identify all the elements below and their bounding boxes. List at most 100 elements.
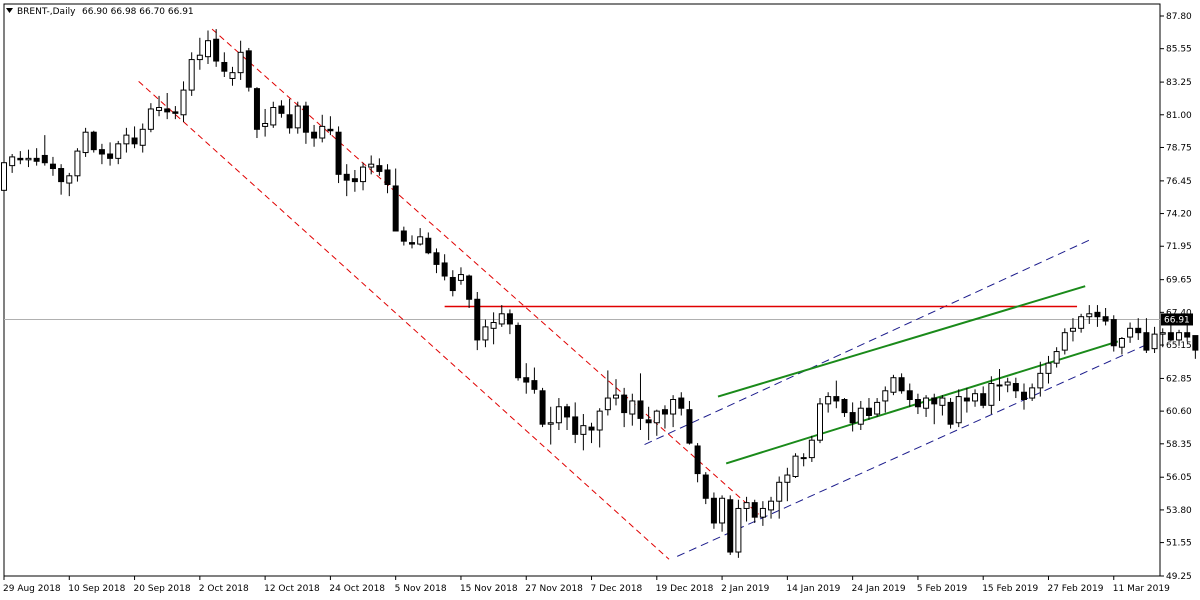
candle bbox=[727, 495, 734, 555]
candle-body bbox=[9, 156, 16, 167]
candle bbox=[865, 398, 872, 420]
candle bbox=[1102, 307, 1109, 326]
candle-body bbox=[466, 275, 473, 300]
candle bbox=[221, 52, 228, 78]
candle bbox=[931, 393, 938, 425]
candle-body bbox=[947, 401, 954, 425]
candle bbox=[996, 368, 1003, 401]
candle bbox=[596, 408, 603, 448]
candle bbox=[278, 100, 285, 118]
candle bbox=[319, 114, 326, 143]
candle bbox=[841, 398, 848, 417]
candle bbox=[343, 164, 350, 197]
candle-body bbox=[270, 107, 277, 126]
candle-body bbox=[1029, 387, 1036, 399]
candle-body bbox=[988, 383, 995, 406]
candle-body bbox=[58, 168, 65, 183]
candle-body bbox=[670, 399, 677, 415]
candle-body bbox=[172, 111, 179, 114]
candle-body bbox=[457, 274, 464, 281]
candle bbox=[82, 127, 89, 157]
candle bbox=[229, 66, 236, 86]
candle bbox=[604, 370, 611, 416]
candle bbox=[572, 402, 579, 444]
candle bbox=[1127, 322, 1134, 343]
candle bbox=[1118, 337, 1125, 355]
candle bbox=[857, 400, 864, 431]
candle bbox=[1004, 377, 1011, 393]
candle-body bbox=[286, 114, 293, 129]
y-tick-label: 85.55 bbox=[1166, 45, 1192, 55]
candle bbox=[653, 409, 660, 436]
y-tick-label: 51.55 bbox=[1166, 539, 1192, 549]
candle bbox=[327, 116, 334, 136]
candle-body bbox=[74, 150, 81, 177]
y-tick-label: 78.75 bbox=[1166, 143, 1192, 153]
chart-header: BRENT-,Daily 66.90 66.98 66.70 66.91 bbox=[6, 7, 194, 17]
candle bbox=[849, 402, 856, 432]
candle bbox=[490, 312, 497, 345]
candle-body bbox=[751, 502, 758, 518]
candle bbox=[498, 305, 505, 327]
candle-body bbox=[564, 406, 571, 418]
candle-body bbox=[898, 377, 905, 392]
candle bbox=[1037, 361, 1044, 397]
candle-body bbox=[425, 237, 432, 254]
candle-body bbox=[147, 108, 154, 130]
candle bbox=[1110, 315, 1117, 352]
candle bbox=[1, 159, 7, 192]
candle bbox=[555, 398, 562, 431]
candle bbox=[417, 228, 424, 246]
candle-body bbox=[1069, 327, 1076, 332]
candle bbox=[253, 87, 260, 139]
y-tick-label: 69.65 bbox=[1166, 276, 1192, 286]
candle-body bbox=[849, 412, 856, 424]
candle-body bbox=[637, 400, 644, 419]
candle bbox=[1151, 326, 1158, 354]
candle-body bbox=[1053, 351, 1060, 364]
candle bbox=[539, 387, 546, 428]
candle-body bbox=[833, 396, 840, 402]
dropdown-arrow-icon[interactable] bbox=[6, 8, 13, 13]
candle bbox=[409, 235, 415, 249]
candle bbox=[1167, 322, 1174, 342]
symbol-label: BRENT-,Daily bbox=[17, 7, 76, 17]
x-tick-label: 20 Sep 2018 bbox=[134, 584, 191, 594]
candle bbox=[506, 309, 513, 335]
y-tick-label: 60.60 bbox=[1166, 407, 1192, 417]
candle-body bbox=[955, 396, 962, 424]
candle bbox=[833, 380, 840, 409]
candle bbox=[131, 126, 138, 149]
candle bbox=[164, 92, 171, 120]
candle-body bbox=[449, 276, 456, 292]
candle bbox=[1021, 383, 1027, 410]
y-tick-label: 49.25 bbox=[1166, 572, 1192, 582]
candle-body bbox=[784, 474, 791, 483]
candle bbox=[808, 435, 815, 462]
candle bbox=[719, 495, 726, 532]
candle-body bbox=[482, 326, 489, 341]
candle-body bbox=[923, 397, 930, 409]
candle-body bbox=[490, 322, 497, 329]
candle bbox=[1012, 377, 1019, 399]
candle-body bbox=[547, 422, 554, 425]
candle-body bbox=[123, 134, 130, 145]
candle-body bbox=[882, 390, 889, 402]
candle-body bbox=[727, 499, 734, 553]
candle bbox=[743, 496, 750, 522]
candle-body bbox=[857, 407, 864, 425]
candle-body bbox=[1, 162, 7, 191]
y-tick-label: 76.45 bbox=[1166, 177, 1192, 187]
candle-body bbox=[82, 131, 89, 154]
candle bbox=[784, 467, 791, 502]
candle-body bbox=[245, 50, 252, 88]
candle-body bbox=[817, 403, 823, 441]
candle-body bbox=[808, 439, 815, 459]
candle-body bbox=[759, 507, 766, 518]
up-channel-lower-blue-line bbox=[676, 342, 1151, 557]
candle bbox=[906, 383, 913, 407]
candle-body bbox=[49, 163, 56, 170]
candle bbox=[882, 386, 889, 413]
candle-body bbox=[107, 153, 114, 159]
candle-body bbox=[1110, 319, 1117, 347]
